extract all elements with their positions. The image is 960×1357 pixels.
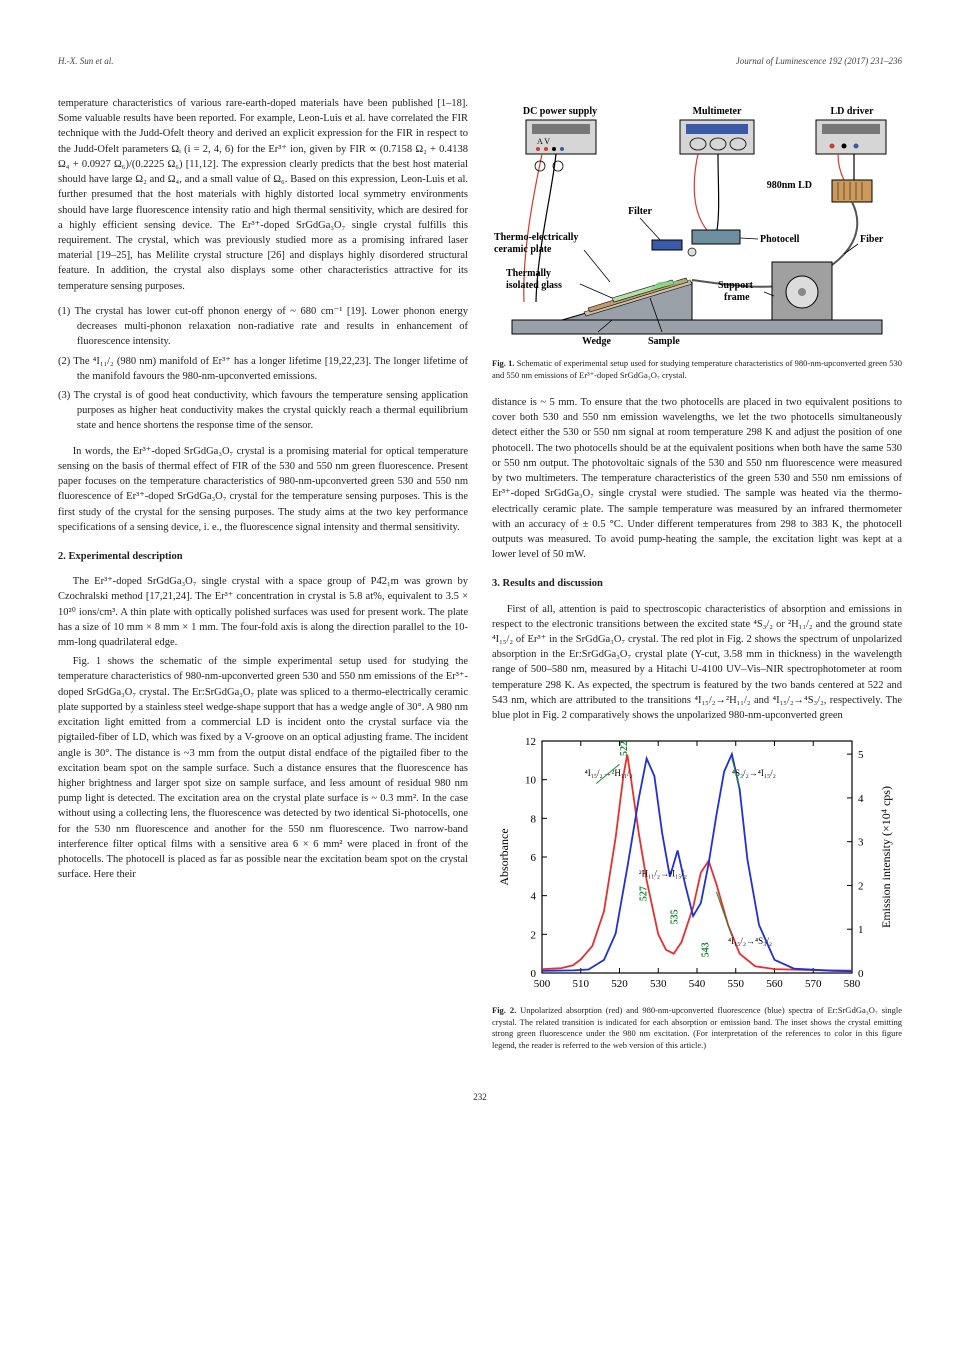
svg-text:522: 522 (619, 741, 630, 756)
svg-text:⁴S₃/₂→⁴I₁₅/₂: ⁴S₃/₂→⁴I₁₅/₂ (732, 768, 776, 778)
list-item: (2) The ⁴I₁₁/₂ (980 nm) manifold of Er³⁺… (58, 354, 468, 384)
svg-text:8: 8 (531, 814, 537, 826)
left-column: temperature characteristics of various r… (58, 96, 468, 1065)
svg-text:2: 2 (858, 881, 864, 893)
svg-text:4: 4 (531, 891, 537, 903)
section-2-heading: 2. Experimental description (58, 549, 468, 564)
label-photocell: Photocell (760, 234, 800, 245)
label-support-1: Support (718, 280, 754, 291)
svg-text:540: 540 (689, 978, 706, 990)
label-filter: Filter (628, 206, 652, 217)
label-dc-power: DC power supply (523, 106, 597, 117)
label-sample: Sample (648, 336, 680, 347)
svg-text:0: 0 (531, 968, 537, 980)
svg-text:10: 10 (525, 775, 537, 787)
characteristics-list: (1) The crystal has lower cut-off phonon… (58, 304, 468, 434)
svg-text:543: 543 (701, 943, 712, 958)
label-thermal-glass-2: isolated glass (506, 280, 562, 291)
page-number: 232 (58, 1091, 902, 1104)
figure-2-caption-bold: Fig. 2. (492, 1005, 516, 1015)
figure-1-caption-text: Schematic of experimental setup used for… (492, 358, 902, 379)
svg-text:520: 520 (611, 978, 628, 990)
figure-1-caption: Fig. 1. Schematic of experimental setup … (492, 358, 902, 381)
svg-text:A V: A V (537, 137, 550, 146)
label-wedge: Wedge (582, 336, 611, 347)
section2-p2: Fig. 1 shows the schematic of the simple… (58, 654, 468, 882)
section-3-heading: 3. Results and discussion (492, 576, 902, 591)
journal-ref: Journal of Luminescence 192 (2017) 231–2… (736, 55, 902, 68)
svg-text:530: 530 (650, 978, 667, 990)
running-header: H.-X. Sun et al. Journal of Luminescence… (58, 55, 902, 68)
svg-text:0: 0 (858, 968, 864, 980)
figure-2-chart: 5005105205305405505605705800246810120123… (492, 729, 902, 999)
section3-p1: First of all, attention is paid to spect… (492, 602, 902, 724)
svg-text:3: 3 (858, 837, 864, 849)
label-multimeter: Multimeter (693, 106, 742, 117)
continuing-paragraph: distance is ~ 5 mm. To ensure that the t… (492, 395, 902, 562)
svg-text:500: 500 (534, 978, 551, 990)
svg-text:Absorbance: Absorbance (497, 829, 511, 886)
list-item: (3) The crystal is of good heat conducti… (58, 388, 468, 434)
two-column-layout: temperature characteristics of various r… (58, 96, 902, 1065)
summary-paragraph: In words, the Er³⁺-doped SrGdGa₃O₇ cryst… (58, 444, 468, 535)
label-thermo-plate-1: Thermo-electrically (494, 232, 578, 243)
label-thermo-plate-2: ceramic plate (494, 244, 552, 255)
list-item: (1) The crystal has lower cut-off phonon… (58, 304, 468, 350)
svg-text:6: 6 (531, 852, 537, 864)
figure-2: 5005105205305405505605705800246810120123… (492, 729, 902, 1051)
svg-text:Emission intensity (×10⁴ cps): Emission intensity (×10⁴ cps) (879, 786, 893, 928)
author-short: H.-X. Sun et al. (58, 55, 114, 68)
label-support-2: frame (724, 292, 750, 303)
svg-text:12: 12 (525, 736, 536, 748)
svg-text:1: 1 (858, 925, 864, 937)
label-fiber: Fiber (860, 234, 884, 245)
svg-text:535: 535 (670, 910, 681, 925)
label-980nm-ld: 980nm LD (767, 180, 812, 191)
label-ld-driver: LD driver (830, 106, 874, 117)
figure-2-caption: Fig. 2. Unpolarized absorption (red) and… (492, 1005, 902, 1051)
svg-text:⁴I₁₅/₂→⁴S₃/₂: ⁴I₁₅/₂→⁴S₃/₂ (728, 936, 772, 946)
svg-text:5: 5 (858, 749, 864, 761)
svg-text:570: 570 (805, 978, 822, 990)
svg-text:²H₁₁/₂→⁴I₁₅/₂: ²H₁₁/₂→⁴I₁₅/₂ (639, 869, 687, 879)
svg-text:510: 510 (573, 978, 590, 990)
svg-text:2: 2 (531, 930, 537, 942)
section2-p1: The Er³⁺-doped SrGdGa₃O₇ single crystal … (58, 574, 468, 650)
label-thermal-glass-1: Thermally (506, 268, 551, 279)
figure-2-caption-text: Unpolarized absorption (red) and 980-nm-… (492, 1005, 902, 1049)
svg-text:560: 560 (766, 978, 783, 990)
intro-paragraph: temperature characteristics of various r… (58, 96, 468, 294)
svg-text:527: 527 (639, 887, 650, 902)
svg-text:550: 550 (728, 978, 745, 990)
figure-1: DC power supply A V Multimeter LD driver (492, 102, 902, 381)
figure-1-caption-bold: Fig. 1. (492, 358, 515, 368)
figure-1-schematic: DC power supply A V Multimeter LD driver (492, 102, 902, 352)
right-column: DC power supply A V Multimeter LD driver (492, 96, 902, 1065)
svg-text:4: 4 (858, 793, 864, 805)
